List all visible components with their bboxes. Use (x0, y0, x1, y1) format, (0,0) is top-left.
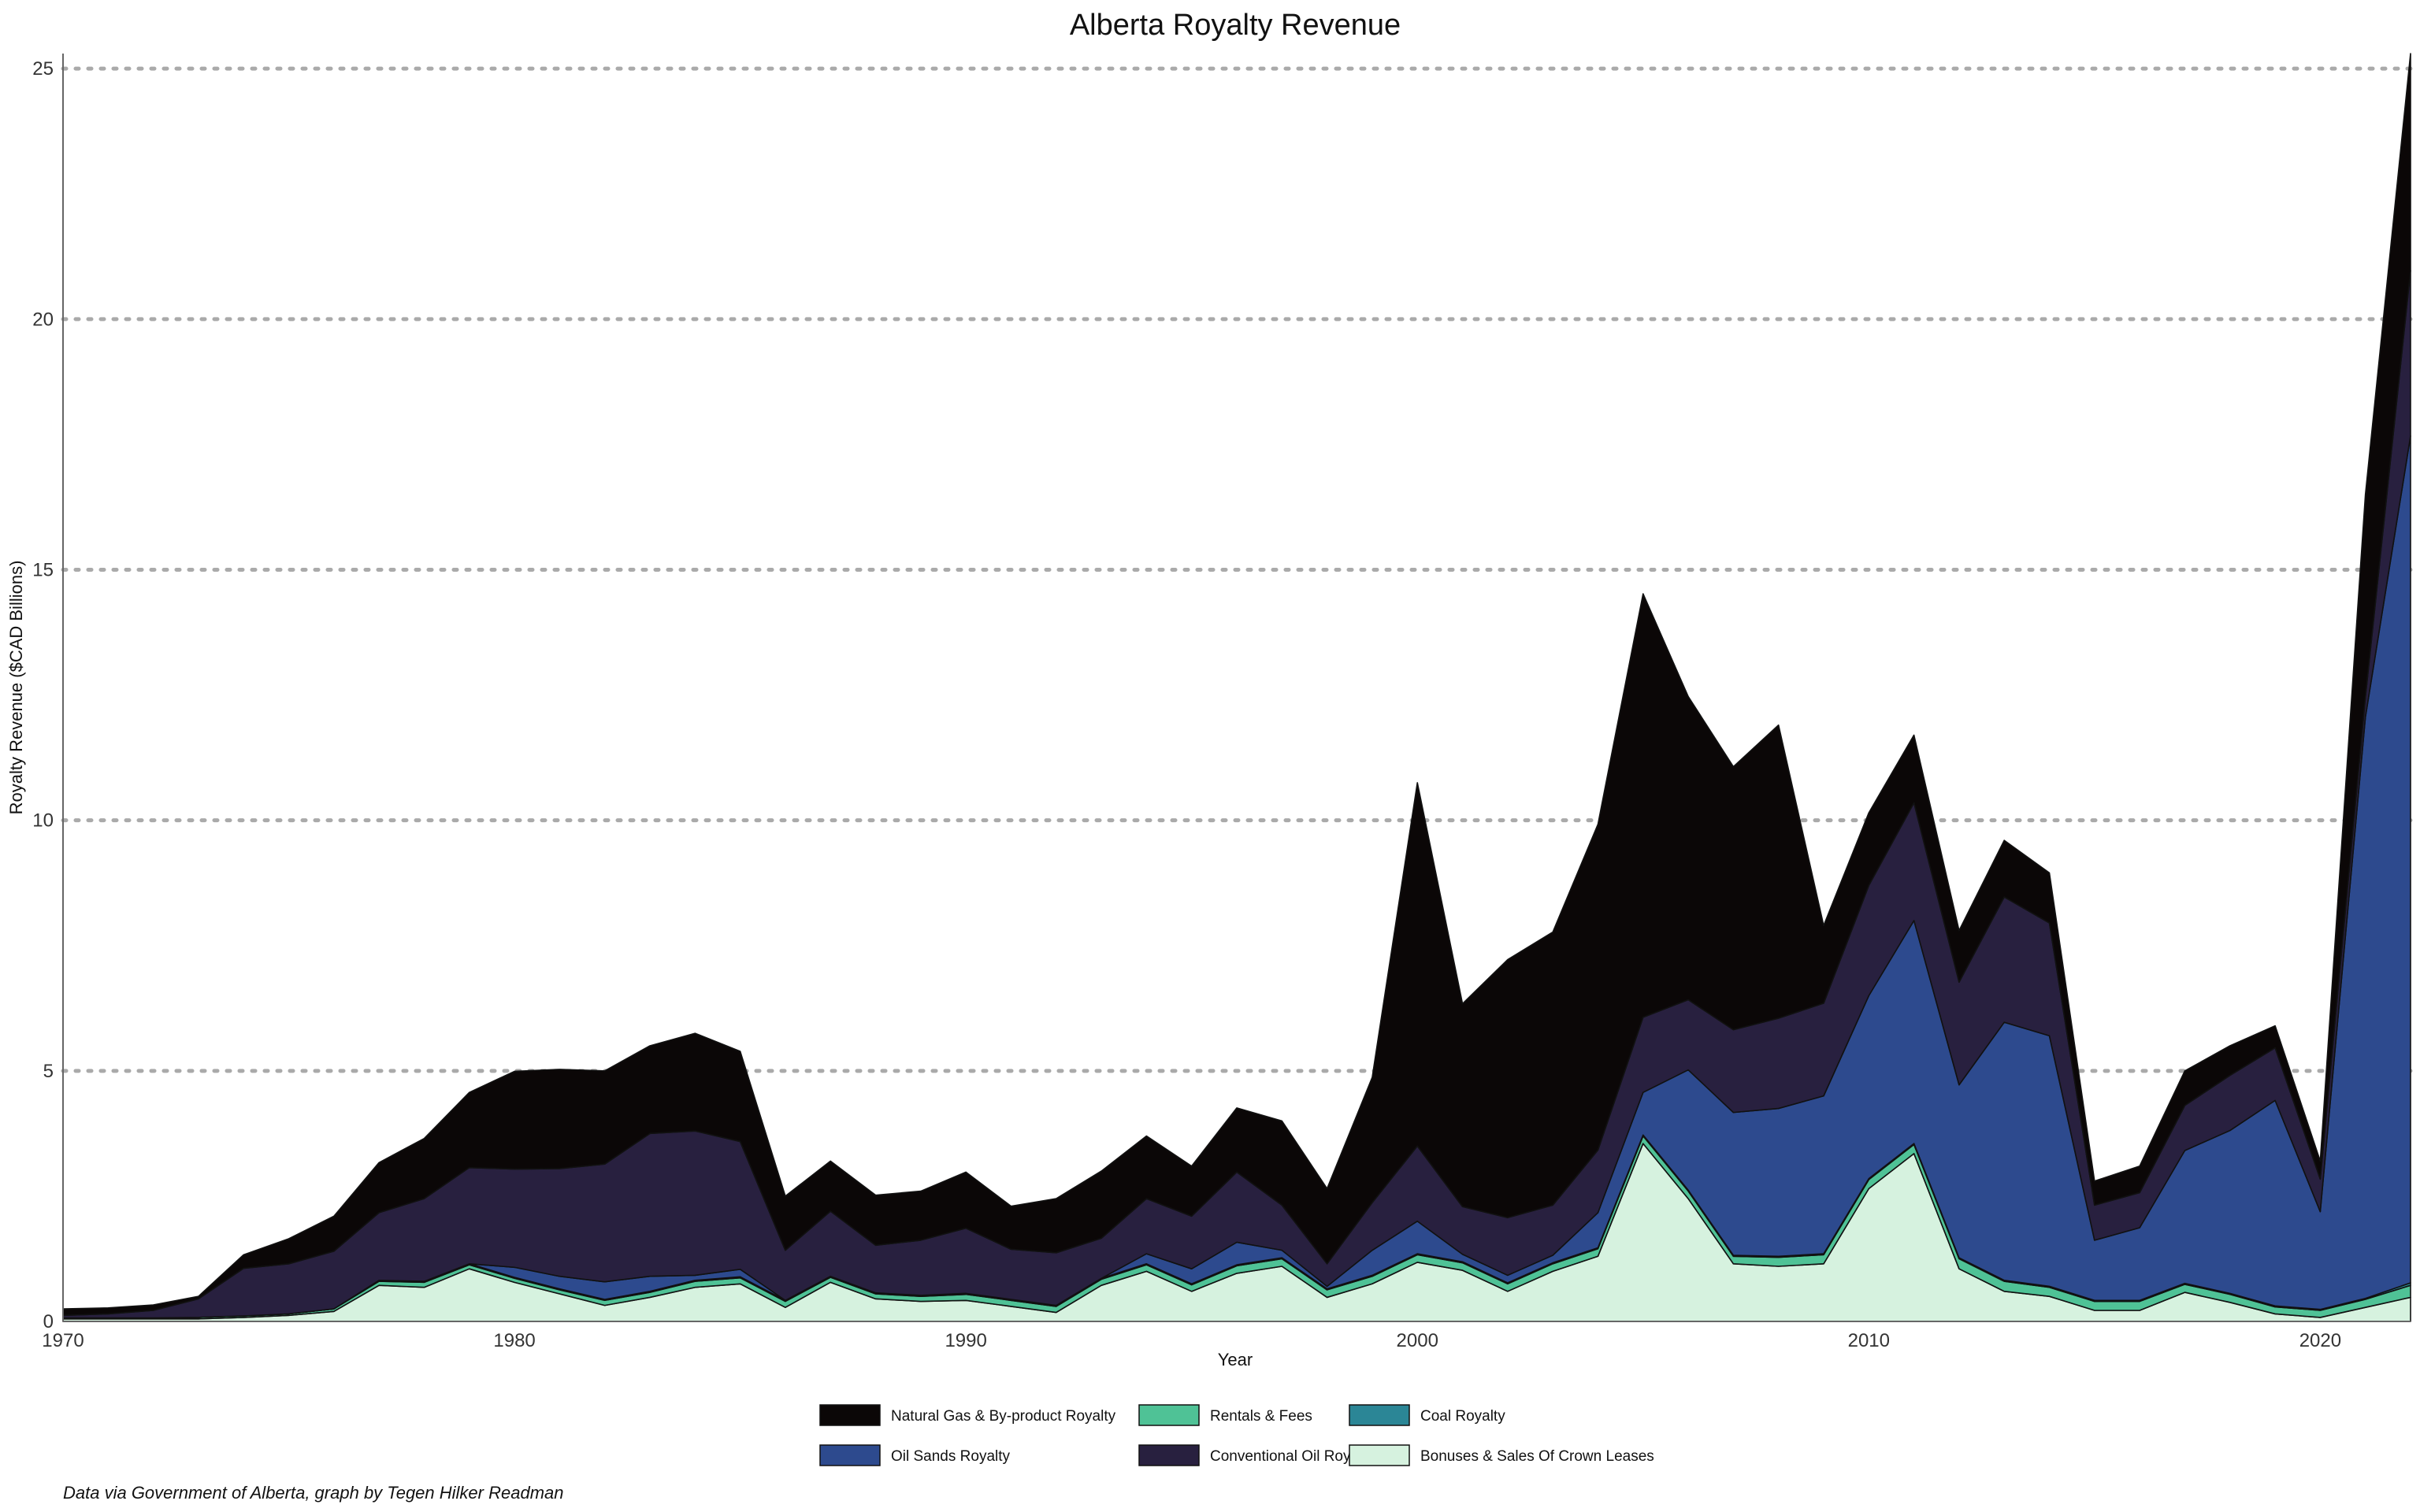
chart-title: Alberta Royalty Revenue (1070, 9, 1401, 42)
legend-label-rentals-and-fees: Rentals & Fees (1210, 1408, 1312, 1425)
legend-label-bonuses-and-sales-of-crown-leases: Bonuses & Sales Of Crown Leases (1420, 1448, 1654, 1465)
x-tick-label-1990: 1990 (945, 1330, 986, 1351)
x-axis-title: Year (1218, 1350, 1253, 1369)
legend-label-oil-sands-royalty: Oil Sands Royalty (891, 1448, 1011, 1465)
legend-item-conventional-oil-royalty: Conventional Oil Royalty (1138, 1444, 1375, 1466)
legend-label-natural-gas-and-by-product-royalty: Natural Gas & By-product Royalty (891, 1408, 1116, 1425)
legend-label-conventional-oil-royalty: Conventional Oil Royalty (1210, 1448, 1375, 1465)
y-tick-label-5: 5 (43, 1061, 54, 1082)
y-tick-label-25: 25 (32, 58, 54, 80)
y-axis-title: Royalty Revenue ($CAD Billions) (6, 561, 26, 815)
x-tick-label-2020: 2020 (2299, 1330, 2341, 1351)
y-tick-label-0: 0 (43, 1311, 54, 1332)
tick-labels: 0 5 10 15 20 25 1970 1980 1990 2000 2010 2020 (32, 58, 2341, 1351)
legend-label-coal-royalty: Coal Royalty (1420, 1408, 1505, 1425)
legend-swatch-bonuses-and-sales-of-crown-leases (1349, 1444, 1410, 1466)
y-tick-label-15: 15 (32, 559, 54, 580)
legend: Natural Gas & By-product Royalty Oil Sand… (819, 1404, 1654, 1466)
legend-item-coal-royalty: Coal Royalty (1349, 1404, 1505, 1426)
area-natural-gas-and-by-product-royalty (62, 53, 2411, 1317)
legend-swatch-conventional-oil-royalty (1138, 1444, 1200, 1466)
x-tick-label-2010: 2010 (1848, 1330, 1890, 1351)
legend-item-rentals-and-fees: Rentals & Fees (1138, 1404, 1312, 1426)
y-tick-label-10: 10 (32, 810, 54, 832)
y-tick-label-20: 20 (32, 309, 54, 330)
legend-swatch-coal-royalty (1349, 1404, 1410, 1426)
legend-swatch-natural-gas-and-by-product-royalty (819, 1404, 881, 1426)
x-tick-label-2000: 2000 (1397, 1330, 1438, 1351)
legend-swatch-oil-sands-royalty (819, 1444, 881, 1466)
caption: Data via Government of Alberta, graph by… (63, 1483, 564, 1503)
legend-swatch-rentals-and-fees (1138, 1404, 1200, 1426)
axes (62, 54, 2411, 1322)
area-series (62, 53, 2411, 1322)
legend-item-bonuses-and-sales-of-crown-leases: Bonuses & Sales Of Crown Leases (1349, 1444, 1654, 1466)
x-tick-label-1980: 1980 (493, 1330, 535, 1351)
x-tick-label-1970: 1970 (42, 1330, 84, 1351)
legend-item-natural-gas-and-by-product-royalty: Natural Gas & By-product Royalty (819, 1404, 1116, 1426)
legend-item-oil-sands-royalty: Oil Sands Royalty (819, 1444, 1011, 1466)
